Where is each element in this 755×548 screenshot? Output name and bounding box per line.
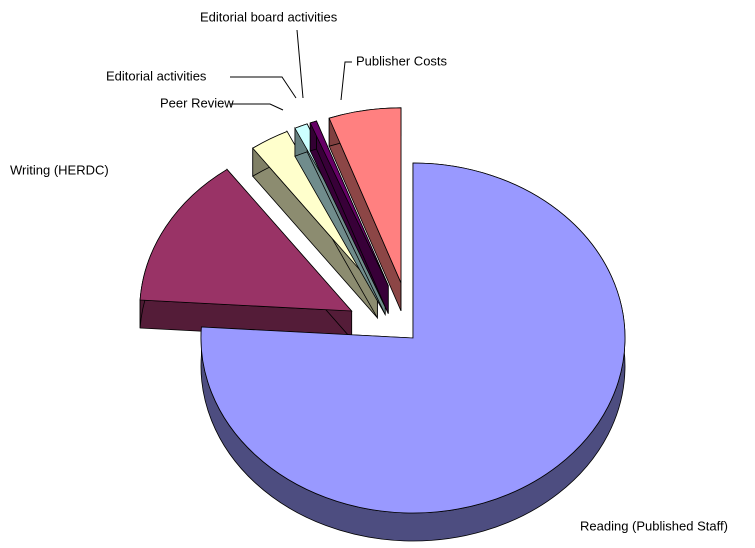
slice-label: Editorial activities xyxy=(106,68,207,83)
slice-label: Peer Review xyxy=(160,95,234,110)
slice xyxy=(252,130,378,291)
slice xyxy=(139,168,353,312)
slice-label: Editorial board activities xyxy=(200,9,338,24)
slice-label: Publisher Costs xyxy=(356,53,448,68)
leader-line xyxy=(296,29,304,99)
slice-label: Writing (HERDC) xyxy=(10,162,109,177)
slice xyxy=(328,107,402,283)
leader-line xyxy=(340,61,352,101)
leader-line xyxy=(230,76,297,99)
leader-line xyxy=(230,103,284,111)
slice xyxy=(200,162,626,514)
slice xyxy=(309,120,389,286)
slice-label: Reading (Published Staff) xyxy=(580,518,728,533)
